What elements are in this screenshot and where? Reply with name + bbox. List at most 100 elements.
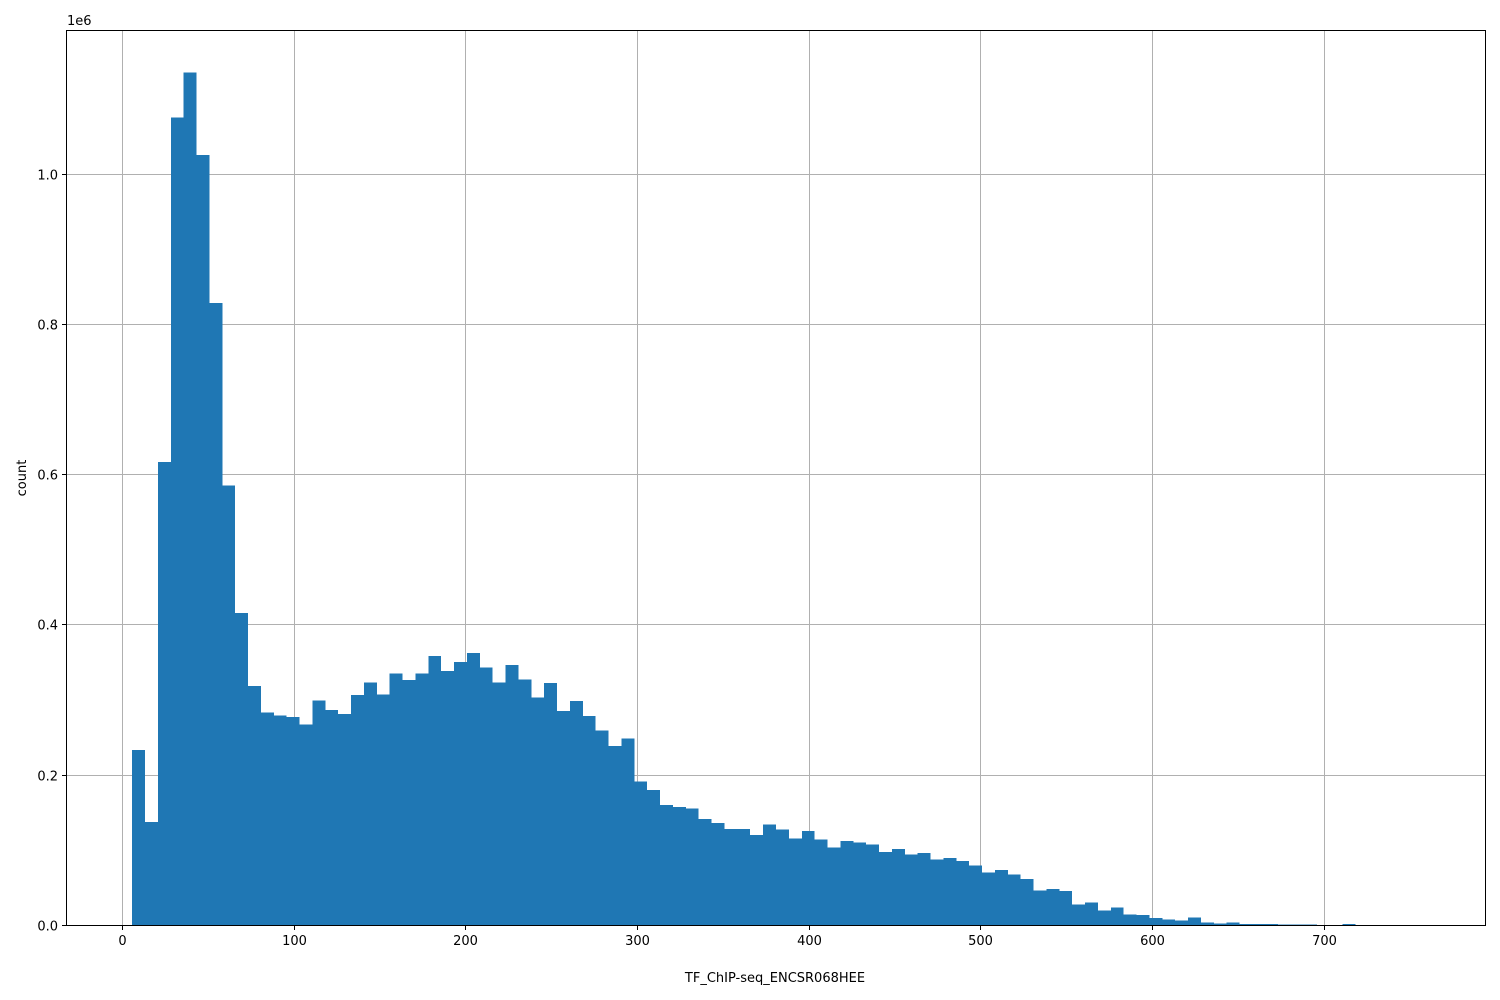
- histogram-bar: [904, 854, 918, 925]
- x-tick-label: 300: [625, 934, 650, 949]
- histogram-bar: [1097, 910, 1111, 925]
- histogram-bar: [750, 834, 764, 925]
- histogram-bar: [930, 859, 944, 925]
- histogram-bar: [157, 462, 171, 925]
- histogram-bar: [1110, 907, 1124, 925]
- histogram-bar: [235, 613, 249, 925]
- histogram-bar: [647, 789, 661, 925]
- histogram-bar: [479, 667, 493, 925]
- y-offset-label: 1e6: [67, 14, 92, 29]
- histogram-bar: [595, 730, 609, 925]
- histogram-bar: [338, 713, 352, 925]
- histogram-bar: [428, 656, 442, 925]
- x-axis-label: TF_ChIP-seq_ENCSR068HEE: [684, 971, 865, 986]
- histogram-bar: [569, 701, 583, 925]
- x-tick-label: 100: [282, 934, 307, 949]
- histogram-bar: [1265, 923, 1279, 925]
- histogram-bar: [866, 844, 880, 925]
- histogram-bar: [1072, 904, 1086, 925]
- histogram-bar: [1252, 923, 1266, 925]
- histogram-bar: [286, 716, 300, 925]
- histogram-bar: [1239, 924, 1253, 925]
- y-tick-label: 0.2: [37, 770, 58, 785]
- histogram-bar: [415, 673, 429, 925]
- histogram-bar: [505, 665, 519, 925]
- histogram-bar: [1162, 919, 1176, 925]
- y-tick-label: 0.8: [37, 319, 58, 334]
- histogram-bar: [1085, 902, 1098, 925]
- histogram-bar: [1007, 874, 1021, 925]
- histogram-bar: [1123, 914, 1137, 925]
- histogram-bars: [132, 72, 1420, 925]
- histogram-bar: [145, 822, 158, 925]
- histogram-bar: [814, 839, 828, 925]
- histogram-bar: [1213, 923, 1227, 925]
- histogram-bar: [982, 872, 995, 925]
- histogram-bar: [363, 682, 377, 925]
- histogram-bar: [1136, 915, 1150, 925]
- histogram-bar: [956, 861, 970, 925]
- histogram-bar: [312, 700, 326, 925]
- histogram-bar: [222, 485, 236, 925]
- y-tick-label: 0.0: [37, 920, 58, 935]
- histogram-bar: [1188, 917, 1201, 925]
- y-axis-label: count: [15, 460, 30, 497]
- histogram-bar: [660, 804, 673, 925]
- histogram-bar: [840, 840, 854, 925]
- histogram-bar: [711, 822, 725, 925]
- histogram-bar: [1200, 922, 1214, 925]
- histogram-bar: [891, 849, 905, 925]
- histogram-bar: [685, 808, 699, 925]
- histogram-bar: [389, 673, 403, 925]
- histogram-bar: [1149, 918, 1163, 925]
- histogram-bar: [518, 679, 532, 925]
- histogram-bar: [351, 695, 364, 925]
- histogram-bar: [879, 852, 892, 925]
- histogram-bar: [299, 724, 313, 925]
- histogram-bar: [273, 715, 287, 925]
- histogram-bar: [788, 838, 802, 925]
- histogram-bar: [1033, 890, 1047, 925]
- y-tick-label: 0.4: [37, 619, 58, 634]
- histogram-bar: [1020, 879, 1034, 925]
- x-tick-label: 200: [453, 934, 478, 949]
- histogram-bar: [853, 842, 867, 925]
- histogram-bar: [994, 870, 1008, 925]
- x-tick-label: 500: [968, 934, 993, 949]
- histogram-bar: [608, 746, 622, 925]
- histogram-bar: [1175, 920, 1189, 925]
- histogram-bar: [698, 819, 712, 925]
- x-tick-label: 0: [118, 934, 126, 949]
- histogram-bar: [1278, 924, 1292, 925]
- histogram-bar: [776, 829, 789, 925]
- histogram-bar: [376, 694, 390, 925]
- y-tick-label: 1.0: [37, 169, 58, 184]
- histogram-bar: [531, 697, 545, 925]
- histogram-bar: [801, 831, 815, 925]
- histogram-bar: [209, 302, 223, 925]
- histogram-bar: [827, 847, 841, 925]
- y-tick-label: 0.6: [37, 469, 58, 484]
- histogram-bar: [248, 686, 261, 925]
- histogram-bar: [763, 824, 776, 925]
- histogram-bar: [724, 828, 738, 925]
- histogram-bar: [183, 72, 197, 925]
- histogram-bar: [441, 671, 455, 925]
- plot-frame: [66, 30, 1486, 926]
- histogram-bar: [260, 712, 274, 925]
- histogram-bar: [170, 117, 184, 925]
- histogram-bar: [132, 749, 146, 925]
- histogram-bar: [402, 680, 416, 925]
- histogram-bar: [582, 716, 596, 925]
- histogram-bar: [634, 781, 648, 925]
- histogram-bar: [917, 852, 931, 925]
- histogram-bar: [1226, 922, 1240, 925]
- histogram-bar: [454, 662, 467, 925]
- histogram-bar: [1342, 923, 1356, 925]
- histogram-bar: [1059, 891, 1073, 925]
- histogram-bar: [672, 807, 686, 925]
- histogram-bar: [325, 710, 339, 925]
- histogram-bar: [969, 865, 983, 925]
- histogram-bar: [1046, 888, 1060, 925]
